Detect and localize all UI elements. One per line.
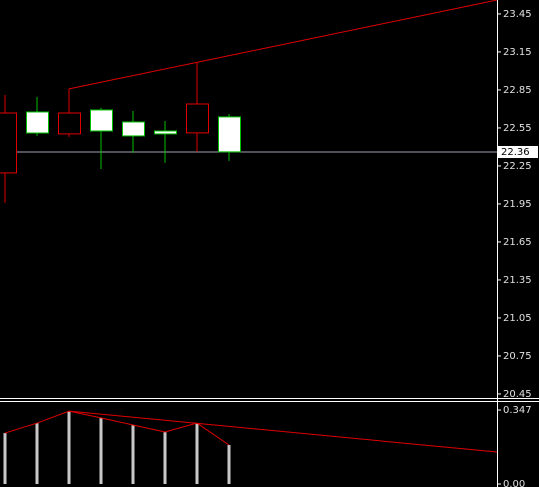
y-tick-label: 0.00: [503, 479, 525, 487]
candle-body: [122, 121, 145, 137]
y-tick-label: 23.15: [503, 47, 532, 58]
candle-body: [90, 109, 113, 132]
trendline: [68, 410, 498, 453]
histogram-bar: [227, 445, 231, 485]
candle-body: [218, 116, 241, 153]
histogram-bar: [163, 431, 167, 485]
histogram-bar: [3, 433, 7, 485]
candle-body: [58, 112, 81, 135]
histogram-bar: [99, 417, 103, 485]
trendline: [68, 0, 498, 90]
candle-body: [26, 111, 49, 134]
histogram-bar: [131, 424, 135, 485]
histogram-bar: [67, 411, 71, 485]
y-tick-label: 21.35: [503, 275, 532, 286]
last-price-label: 22.36: [501, 147, 530, 158]
candle-body: [186, 103, 209, 134]
histogram-bar: [195, 423, 199, 485]
y-tick-label: 0.347: [503, 405, 532, 416]
y-tick-label: 22.55: [503, 123, 532, 134]
y-tick-label: 21.65: [503, 237, 532, 248]
y-tick-label: 21.05: [503, 313, 532, 324]
indicator-line: [4, 410, 230, 446]
y-tick-label: 22.85: [503, 85, 532, 96]
last-price-box: [498, 146, 538, 159]
candle-body: [0, 112, 17, 174]
y-tick-label: 23.45: [503, 9, 532, 20]
y-tick-label: 20.45: [503, 389, 532, 400]
histogram-bar: [35, 423, 39, 485]
y-tick-label: 21.95: [503, 199, 532, 210]
y-tick-label: 22.25: [503, 161, 532, 172]
candle-body: [154, 130, 177, 135]
y-tick-label: 20.75: [503, 351, 532, 362]
